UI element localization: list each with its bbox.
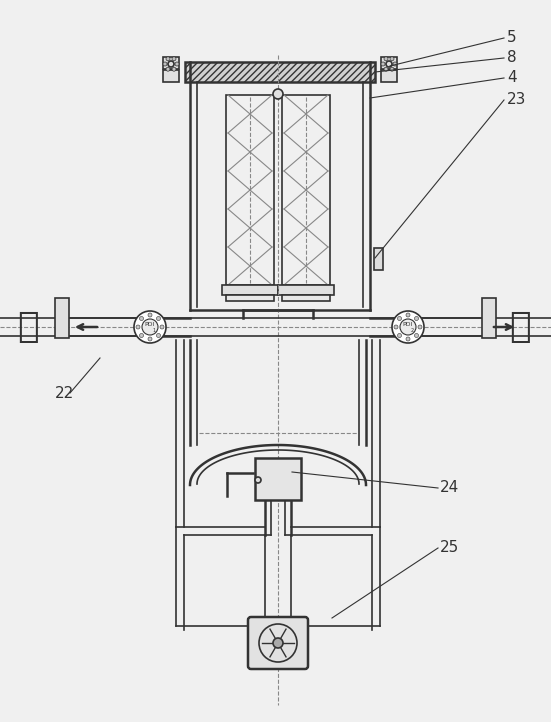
- Text: 25: 25: [440, 541, 459, 555]
- Circle shape: [384, 57, 388, 61]
- Bar: [163, 70, 179, 82]
- Bar: [163, 57, 179, 69]
- Bar: [381, 57, 397, 69]
- Circle shape: [390, 57, 394, 61]
- Text: 5: 5: [507, 30, 517, 45]
- Circle shape: [134, 311, 166, 343]
- Bar: [222, 285, 278, 295]
- Text: 出: 出: [509, 310, 531, 344]
- Circle shape: [166, 57, 170, 61]
- Circle shape: [142, 319, 158, 335]
- Bar: [185, 62, 375, 82]
- Text: 4: 4: [507, 71, 517, 85]
- Bar: [226, 95, 274, 285]
- Bar: [482, 298, 496, 338]
- Circle shape: [390, 67, 394, 71]
- Bar: [55, 298, 69, 338]
- Circle shape: [148, 337, 152, 341]
- Bar: [282, 95, 330, 285]
- Circle shape: [384, 67, 388, 71]
- Circle shape: [400, 319, 416, 335]
- Circle shape: [394, 325, 398, 329]
- Circle shape: [166, 67, 170, 71]
- Circle shape: [160, 325, 164, 329]
- Circle shape: [381, 62, 385, 66]
- Text: 24: 24: [440, 481, 459, 495]
- Circle shape: [392, 311, 424, 343]
- Circle shape: [273, 89, 283, 99]
- Circle shape: [406, 313, 410, 317]
- Circle shape: [156, 316, 160, 321]
- Circle shape: [175, 62, 179, 66]
- Circle shape: [139, 334, 143, 337]
- Bar: [255, 458, 301, 500]
- Circle shape: [156, 334, 160, 337]
- Text: PDI: PDI: [403, 323, 413, 328]
- Circle shape: [139, 316, 143, 321]
- Circle shape: [172, 67, 176, 71]
- Bar: [374, 248, 383, 270]
- Text: 进: 进: [17, 310, 39, 344]
- Circle shape: [386, 61, 392, 67]
- Text: PDI: PDI: [145, 323, 155, 328]
- Bar: [278, 285, 334, 295]
- Circle shape: [414, 334, 419, 337]
- Bar: [381, 70, 397, 82]
- Text: 22: 22: [55, 386, 74, 401]
- Circle shape: [168, 61, 174, 67]
- Circle shape: [273, 638, 283, 648]
- Circle shape: [418, 325, 422, 329]
- Text: 2: 2: [410, 329, 414, 334]
- Circle shape: [136, 325, 140, 329]
- Circle shape: [255, 477, 261, 483]
- Text: 23: 23: [507, 92, 526, 108]
- Circle shape: [148, 313, 152, 317]
- Circle shape: [393, 62, 397, 66]
- Circle shape: [397, 316, 402, 321]
- FancyBboxPatch shape: [248, 617, 308, 669]
- Circle shape: [172, 57, 176, 61]
- Bar: [226, 295, 274, 301]
- Circle shape: [163, 62, 167, 66]
- Bar: [282, 295, 330, 301]
- Circle shape: [414, 316, 419, 321]
- Text: 8: 8: [507, 51, 517, 66]
- Circle shape: [406, 337, 410, 341]
- Circle shape: [397, 334, 402, 337]
- Text: 1: 1: [153, 329, 155, 334]
